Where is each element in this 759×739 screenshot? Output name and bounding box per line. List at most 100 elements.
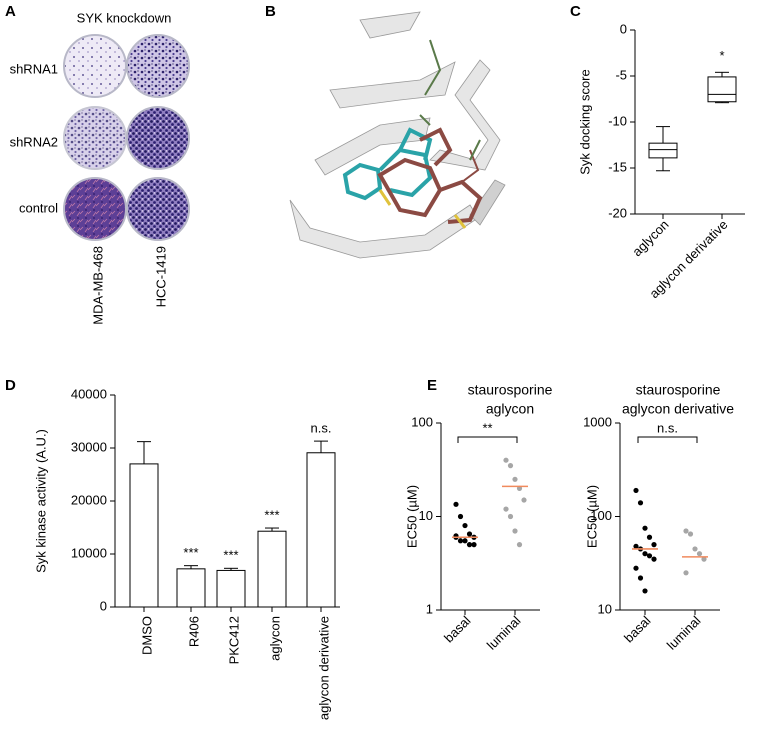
row-label: shRNA1 <box>10 61 58 76</box>
y-axis-label: EC50 (µM) <box>404 485 419 548</box>
chart-title: aglycon <box>486 401 534 417</box>
x-tick-label: luminal <box>484 613 524 653</box>
comparison-bracket <box>637 436 698 443</box>
box <box>648 142 678 159</box>
y-tick-label: -10 <box>608 113 627 128</box>
point <box>692 546 698 552</box>
bar <box>257 530 287 608</box>
y-tick-label: 1 <box>426 601 433 616</box>
plate <box>63 177 127 241</box>
x-tick-label: aglycon <box>629 217 671 259</box>
y-tick-label: 1000 <box>583 414 612 429</box>
row-label: shRNA2 <box>10 134 58 149</box>
point <box>642 588 648 594</box>
annotation: * <box>719 48 724 63</box>
y-axis-label: Syk docking score <box>577 69 592 175</box>
y-tick-label: -5 <box>615 67 627 82</box>
annotation: ** <box>482 420 492 435</box>
x-tick-label: luminal <box>664 613 704 653</box>
point <box>633 565 639 571</box>
point <box>651 556 657 562</box>
column-label: HCC-1419 <box>153 246 168 307</box>
annotation: *** <box>264 507 279 522</box>
y-tick-label: 100 <box>411 414 433 429</box>
point <box>466 531 473 537</box>
point <box>462 538 468 544</box>
x-tick-label: PKC412 <box>226 616 241 664</box>
y-tick-label: -15 <box>608 159 627 174</box>
comparison-bracket <box>457 436 518 443</box>
bar <box>306 452 336 608</box>
point <box>637 575 644 581</box>
point <box>633 543 639 549</box>
point <box>642 551 648 557</box>
point <box>516 542 523 548</box>
point <box>507 513 514 520</box>
point <box>696 551 703 557</box>
point <box>683 528 689 534</box>
bar <box>176 568 206 608</box>
panel-letter: D <box>5 377 16 394</box>
panel-letter: A <box>5 3 16 20</box>
panel-title: SYK knockdown <box>77 10 172 25</box>
plate <box>126 106 190 170</box>
point <box>646 534 653 540</box>
column-label: MDA-MB-468 <box>90 246 105 325</box>
chart-title: staurosporine <box>468 382 553 398</box>
point <box>637 500 644 506</box>
x-tick-label: R406 <box>186 616 201 647</box>
x-tick-label: DMSO <box>139 616 154 655</box>
x-tick-label: basal <box>621 613 654 646</box>
bar <box>129 463 159 608</box>
annotation: *** <box>223 548 238 563</box>
plate <box>126 177 190 241</box>
chart-title: aglycon derivative <box>622 401 734 417</box>
y-tick-label: -20 <box>608 205 627 220</box>
panel-letter: C <box>570 3 581 20</box>
point <box>503 506 509 512</box>
point <box>701 556 707 562</box>
x-tick-label: basal <box>441 613 474 646</box>
y-tick-label: 40000 <box>71 386 107 401</box>
y-tick-label: 10 <box>598 601 612 616</box>
y-tick-label: 30000 <box>71 439 107 454</box>
point <box>512 528 518 534</box>
point <box>687 531 694 537</box>
y-axis-label: Syk kinase activity (A.U.) <box>33 429 48 573</box>
point <box>462 522 468 529</box>
ligands <box>342 39 483 229</box>
point <box>457 513 464 520</box>
point <box>646 553 653 559</box>
x-tick-label: aglycon derivative <box>316 616 331 720</box>
point <box>683 570 689 576</box>
point <box>507 463 514 469</box>
point <box>651 542 657 548</box>
chart-title: staurosporine <box>636 382 721 398</box>
point <box>457 538 464 544</box>
point <box>471 542 477 548</box>
y-tick-label: 0 <box>100 598 107 613</box>
annotation: n.s. <box>311 421 332 436</box>
bar <box>216 569 246 608</box>
y-tick-label: 10000 <box>71 545 107 560</box>
point <box>503 457 509 463</box>
row-label: control <box>19 200 58 215</box>
point <box>521 497 527 503</box>
y-tick-label: 0 <box>620 21 627 36</box>
y-axis-label: EC50 (µM) <box>584 485 599 548</box>
protein-structure <box>289 11 506 259</box>
annotation: n.s. <box>657 420 678 435</box>
y-tick-label: 100 <box>590 508 612 523</box>
panel-letter: B <box>265 3 276 20</box>
point <box>512 476 518 482</box>
point <box>642 525 648 531</box>
point <box>466 542 473 548</box>
point <box>633 487 639 494</box>
point <box>453 501 459 507</box>
annotation: *** <box>183 545 198 560</box>
plate <box>63 106 127 170</box>
x-tick-label: aglycon <box>267 616 282 661</box>
plates <box>63 34 190 241</box>
plate <box>126 34 190 98</box>
plate <box>63 34 127 98</box>
